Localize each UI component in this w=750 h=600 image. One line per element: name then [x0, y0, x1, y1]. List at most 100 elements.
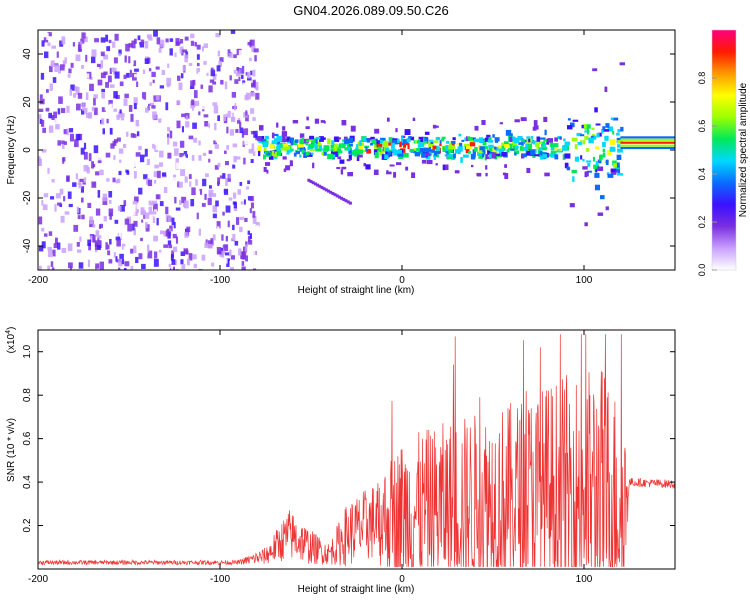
signal-cell — [487, 140, 494, 143]
noise-cell — [189, 181, 192, 187]
signal-cell — [597, 212, 604, 216]
noise-cell — [97, 79, 103, 86]
noise-cell — [75, 86, 80, 95]
signal-cell — [344, 138, 350, 144]
noise-cell — [151, 200, 157, 204]
snr-y-tick-label: 0.8 — [22, 388, 33, 402]
signal-cell — [331, 140, 335, 147]
signal-cell — [356, 144, 359, 149]
noise-cell — [183, 248, 189, 255]
signal-cell — [390, 142, 395, 149]
snr-series-line — [38, 334, 675, 568]
noise-cell — [136, 205, 141, 210]
spectrogram-cells — [38, 30, 675, 270]
signal-cell — [544, 129, 547, 136]
signal-cell — [591, 135, 597, 140]
noise-cell — [57, 242, 61, 250]
signal-cell — [289, 137, 293, 142]
noise-cell — [232, 164, 236, 169]
noise-cell — [244, 244, 248, 252]
signal-cell — [614, 166, 619, 169]
noise-cell — [248, 240, 253, 245]
noise-cell — [237, 204, 240, 210]
noise-cell — [105, 82, 109, 88]
noise-cell — [97, 157, 102, 164]
noise-cell — [196, 256, 201, 262]
spectrogram-y-tick-label: 40 — [22, 48, 33, 60]
noise-cell — [168, 263, 172, 268]
noise-cell — [228, 52, 233, 58]
noise-cell — [233, 54, 237, 59]
noise-cell — [101, 88, 105, 92]
snr-scale-exponent: 4 — [5, 330, 12, 334]
noise-cell — [82, 181, 86, 185]
signal-cell — [305, 142, 309, 146]
noise-cell — [142, 92, 147, 100]
colorbar-tick-label: 0.4 — [697, 168, 707, 181]
streak-cell — [335, 194, 339, 198]
signal-cell — [482, 149, 486, 155]
noise-cell — [212, 73, 217, 80]
noise-cell — [75, 176, 79, 183]
noise-cell — [116, 239, 121, 247]
noise-cell — [217, 115, 220, 121]
noise-cell — [114, 71, 120, 79]
signal-cell — [519, 146, 523, 151]
signal-cell — [347, 172, 353, 177]
noise-cell — [101, 91, 105, 99]
signal-cell — [445, 145, 449, 152]
noise-cell — [204, 127, 209, 131]
signal-cell — [585, 171, 589, 177]
noise-cell — [249, 208, 252, 214]
signal-cell — [331, 149, 336, 156]
noise-cell — [222, 101, 227, 106]
signal-cell — [458, 133, 462, 137]
noise-cell — [74, 139, 79, 148]
noise-cell — [133, 220, 138, 227]
signal-cell — [488, 153, 494, 159]
signal-cell — [315, 136, 321, 140]
signal-cell — [350, 125, 356, 132]
noise-cell — [41, 241, 46, 249]
noise-cell — [137, 35, 141, 41]
noise-cell — [118, 148, 124, 154]
signal-cell — [306, 116, 309, 121]
noise-cell — [242, 80, 246, 85]
spectrogram-x-tick-label: -100 — [210, 275, 230, 286]
noise-cell — [38, 157, 42, 166]
signal-cell — [473, 138, 480, 143]
signal-cell — [297, 144, 304, 148]
signal-cell — [407, 143, 410, 149]
signal-cell — [303, 152, 307, 158]
noise-cell — [49, 219, 54, 223]
signal-cell — [605, 123, 610, 128]
signal-cell — [289, 160, 293, 167]
noise-cell — [108, 191, 113, 198]
noise-cell — [102, 128, 105, 135]
noise-cell — [154, 251, 158, 259]
noise-cell — [131, 40, 136, 49]
noise-cell — [108, 199, 112, 204]
signal-cell — [617, 129, 621, 133]
signal-cell — [388, 142, 392, 146]
noise-cell — [124, 116, 129, 121]
signal-cell — [301, 149, 305, 153]
noise-cell — [135, 256, 139, 263]
noise-cell — [38, 245, 44, 252]
noise-cell — [252, 210, 256, 218]
noise-cell — [176, 162, 180, 170]
noise-cell — [246, 92, 251, 100]
noise-cell — [124, 268, 127, 270]
noise-cell — [193, 263, 197, 269]
noise-cell — [114, 33, 119, 41]
noise-cell — [130, 265, 134, 270]
noise-cell — [224, 81, 228, 90]
noise-cell — [236, 72, 240, 77]
signal-cell — [271, 140, 278, 145]
signal-cell — [518, 142, 523, 145]
signal-cell — [599, 156, 602, 161]
noise-cell — [238, 76, 241, 82]
noise-cell — [145, 107, 149, 113]
noise-cell — [235, 129, 239, 133]
noise-cell — [195, 179, 198, 186]
